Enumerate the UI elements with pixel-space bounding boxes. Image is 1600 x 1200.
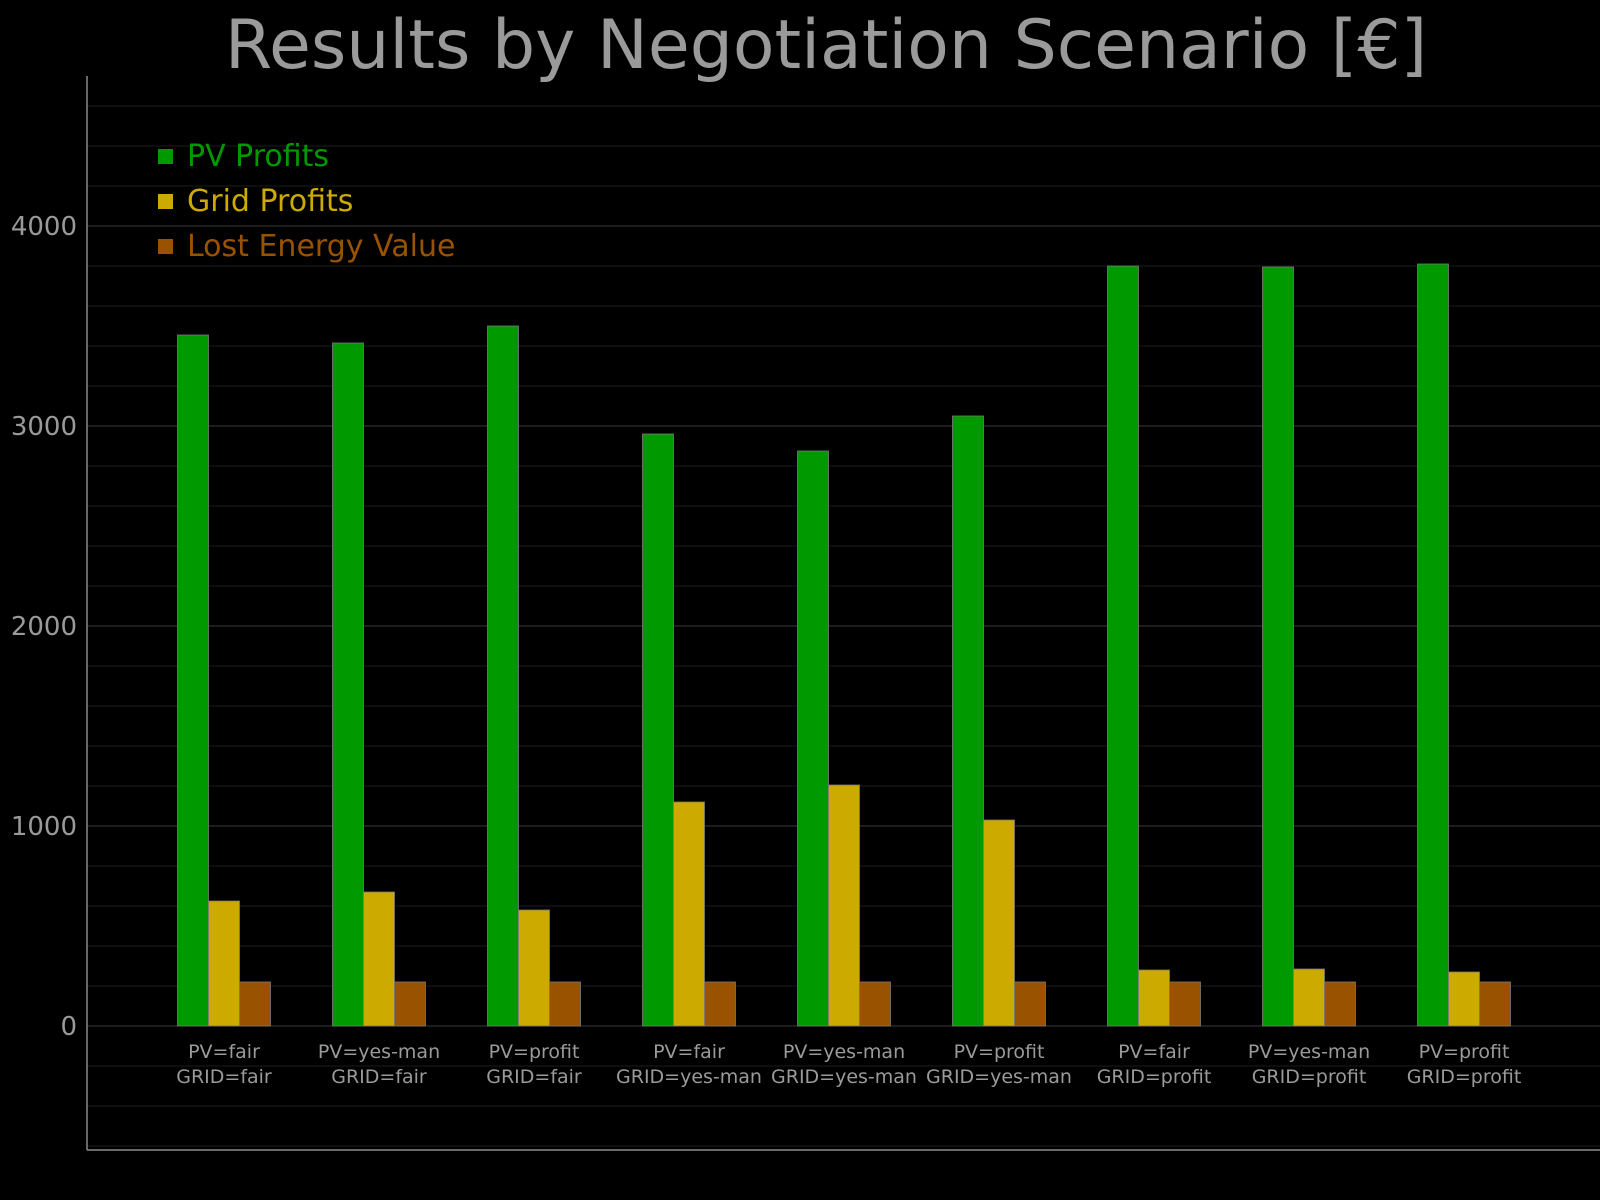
x-tick-label: GRID=yes-man (616, 1066, 762, 1088)
bars (177, 263, 1511, 1027)
x-tick-label: PV=yes-man (1248, 1041, 1370, 1063)
bar-lost-energy-value (394, 981, 426, 1027)
bar-pv-profits (177, 334, 209, 1027)
x-axis-ticks: PV=fair GRID=fair PV=yes-man GRID=fair PV=pr… (176, 1041, 1521, 1088)
x-tick-label: GRID=profit (1097, 1066, 1212, 1088)
y-axis-ticks: 0 1000 2000 3000 4000 (11, 212, 77, 1042)
bar-lost-energy-value (1324, 981, 1356, 1027)
chart-title: Results by Negotiation Scenario [€] (225, 6, 1427, 85)
x-tick-label: PV=fair (653, 1041, 725, 1063)
x-tick-label: GRID=fair (486, 1066, 582, 1088)
legend: PV Profits Grid Profits Lost Energy Value (158, 139, 455, 264)
bar-pv-profits (332, 342, 364, 1027)
bar-lost-energy-value (1014, 981, 1046, 1027)
x-tick-label: GRID=profit (1252, 1066, 1367, 1088)
bar-pv-profits (1107, 265, 1139, 1027)
bar-pv-profits (797, 450, 829, 1027)
bar-grid-profits (363, 891, 395, 1027)
bar-lost-energy-value (859, 981, 891, 1027)
x-tick-label: GRID=yes-man (926, 1066, 1072, 1088)
bar-pv-profits (642, 433, 674, 1027)
bar-pv-profits (487, 325, 519, 1027)
y-tick-label: 0 (60, 1012, 77, 1042)
y-tick-label: 3000 (11, 412, 77, 442)
legend-swatch (158, 149, 173, 164)
bar-grid-profits (208, 900, 240, 1027)
bar-grid-profits (828, 784, 860, 1027)
axes (86, 76, 1600, 1151)
x-tick-label: PV=fair (188, 1041, 260, 1063)
x-tick-label: GRID=fair (176, 1066, 272, 1088)
bar-grid-profits (673, 801, 705, 1027)
bar-lost-energy-value (1169, 981, 1201, 1027)
x-tick-label: GRID=profit (1407, 1066, 1522, 1088)
bar-pv-profits (1417, 263, 1449, 1027)
bar-grid-profits (1138, 969, 1170, 1027)
x-tick-label: PV=profit (489, 1041, 580, 1063)
x-tick-label: GRID=fair (331, 1066, 427, 1088)
bar-grid-profits (1448, 971, 1480, 1027)
legend-swatch (158, 239, 173, 254)
x-tick-label: GRID=yes-man (771, 1066, 917, 1088)
legend-label: Grid Profits (187, 184, 353, 219)
legend-label: Lost Energy Value (187, 229, 455, 264)
bar-pv-profits (1262, 266, 1294, 1027)
bar-grid-profits (1293, 968, 1325, 1027)
x-tick-label: PV=yes-man (783, 1041, 905, 1063)
legend-swatch (158, 194, 173, 209)
bar-lost-energy-value (239, 981, 271, 1027)
bar-lost-energy-value (704, 981, 736, 1027)
y-tick-label: 2000 (11, 612, 77, 642)
bar-lost-energy-value (549, 981, 581, 1027)
bar-pv-profits (952, 415, 984, 1027)
bar-grid-profits (518, 909, 550, 1027)
y-tick-label: 4000 (11, 212, 77, 242)
y-tick-label: 1000 (11, 812, 77, 842)
x-tick-label: PV=fair (1118, 1041, 1190, 1063)
bar-grid-profits (983, 819, 1015, 1027)
bar-lost-energy-value (1479, 981, 1511, 1027)
x-tick-label: PV=profit (1419, 1041, 1510, 1063)
x-tick-label: PV=yes-man (318, 1041, 440, 1063)
legend-label: PV Profits (187, 139, 329, 174)
x-tick-label: PV=profit (954, 1041, 1045, 1063)
